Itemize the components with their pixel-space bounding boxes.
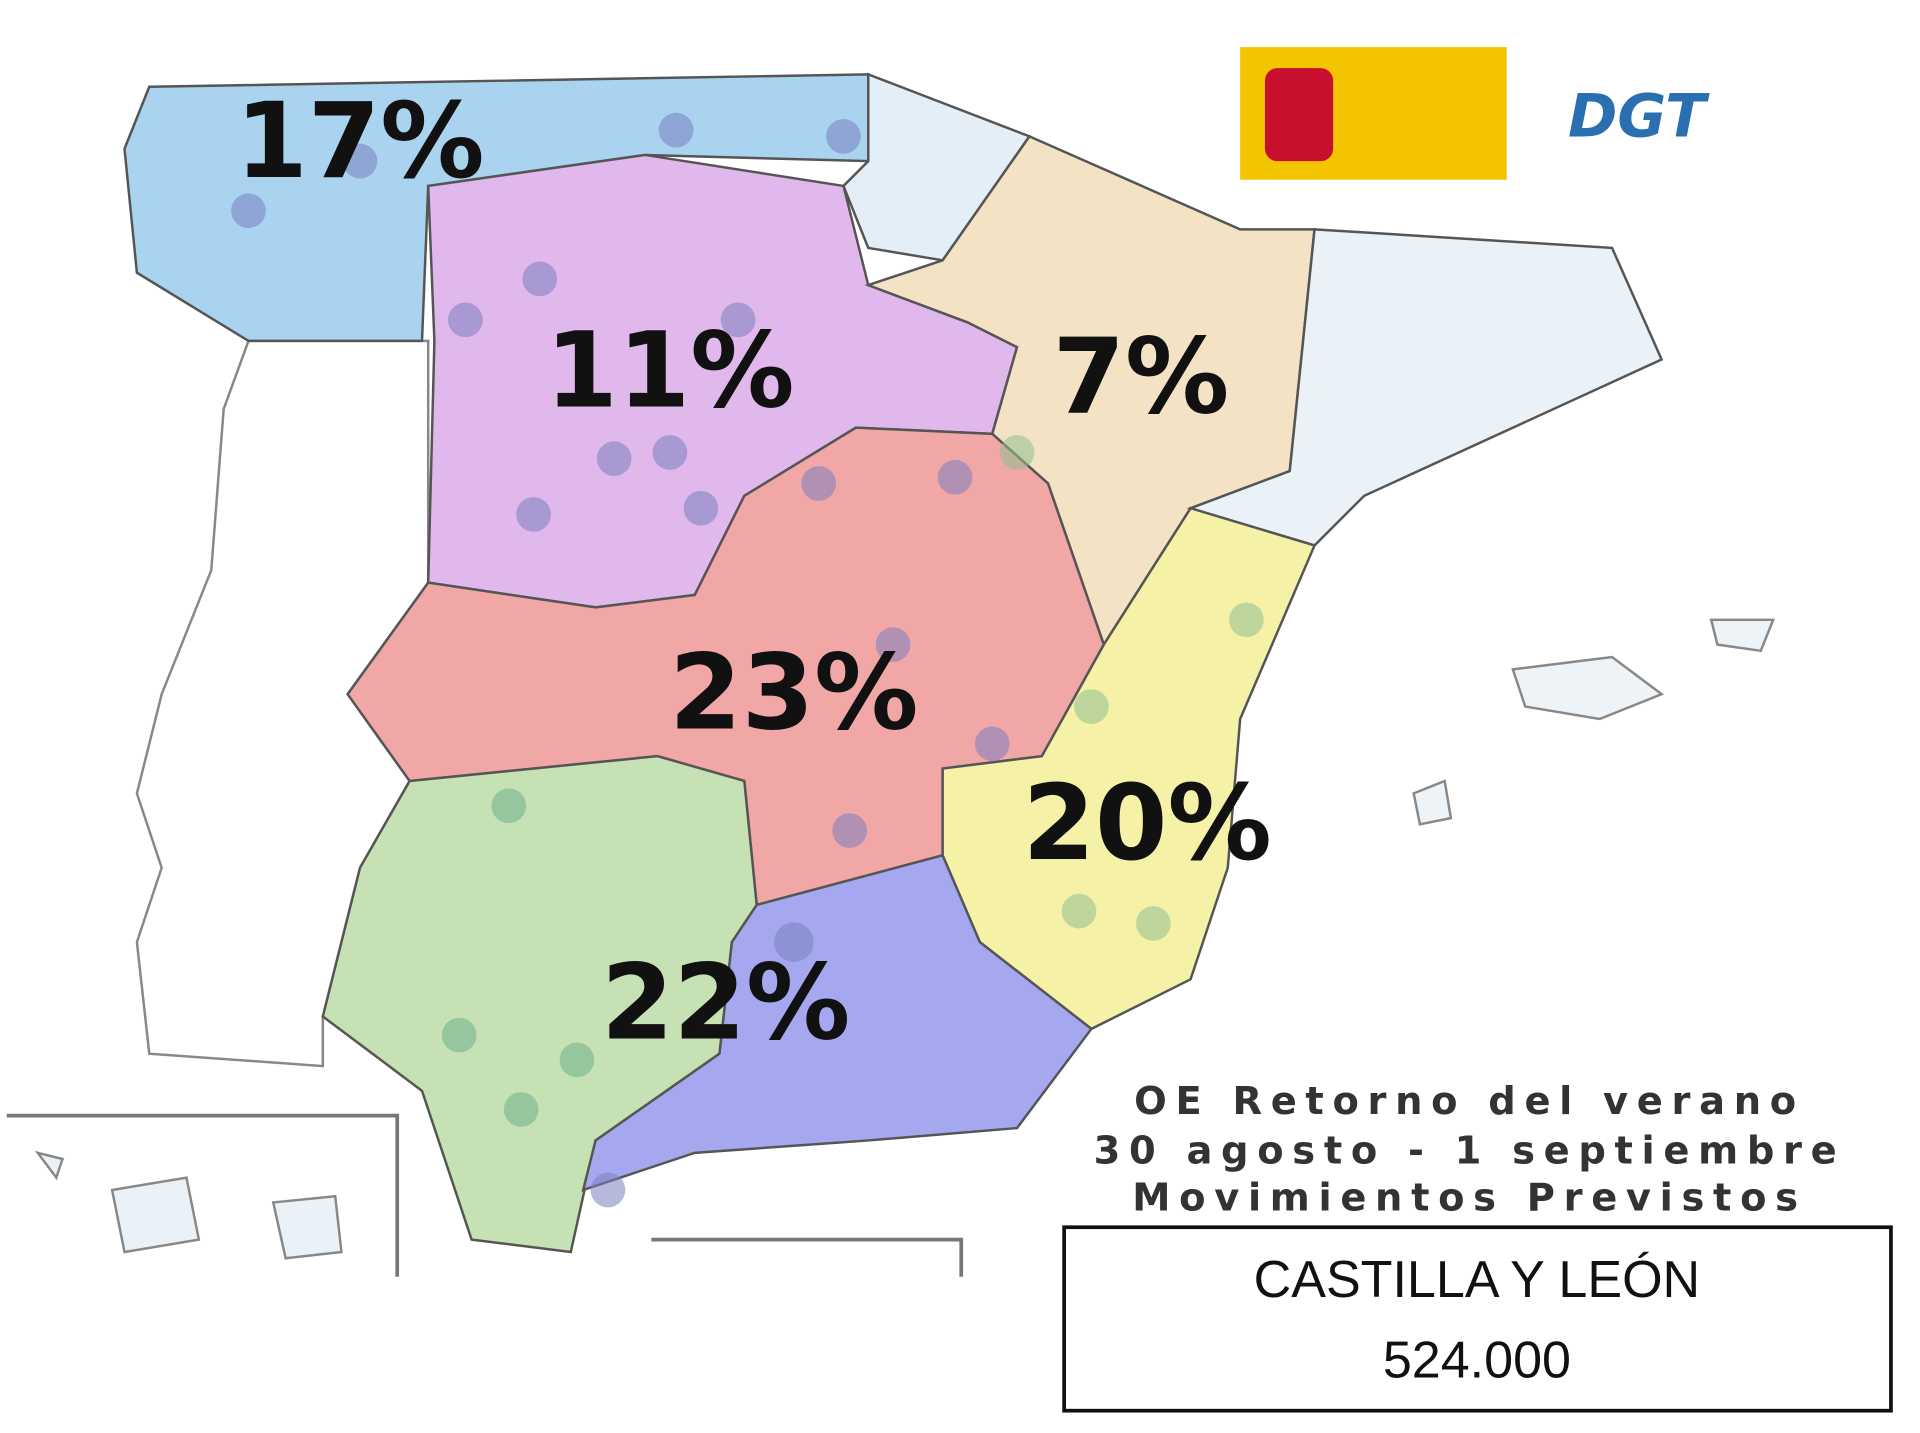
region-east	[941, 506, 1317, 1031]
region-catalonia	[1186, 228, 1664, 547]
caption-line: OE Retorno del verano	[1134, 1079, 1805, 1124]
region-southeast	[581, 853, 1094, 1192]
summary-box	[1062, 1225, 1893, 1413]
balearic-islands	[1412, 618, 1776, 826]
region-percentage: 20%	[1023, 762, 1272, 884]
caption-line: 30 agosto - 1 septiembre	[1094, 1128, 1846, 1173]
dgt-logo: DGT	[1568, 82, 1710, 151]
caption-line: Movimientos Previstos	[1132, 1175, 1806, 1220]
region-percentage: 22%	[601, 942, 850, 1064]
canary-islands	[34, 1150, 343, 1260]
inset-frame	[6, 1113, 964, 1277]
region-percentage: 11%	[545, 309, 794, 431]
city-markers	[231, 112, 1264, 1208]
region-percentage: 7%	[1053, 316, 1230, 438]
summary-region: CASTILLA Y LEÓN	[1254, 1251, 1701, 1309]
region-percentage: 17%	[235, 80, 484, 202]
coat-of-arms	[1264, 68, 1334, 162]
region-percentage: 23%	[669, 632, 918, 754]
summary-total: 524.000	[1383, 1331, 1571, 1389]
